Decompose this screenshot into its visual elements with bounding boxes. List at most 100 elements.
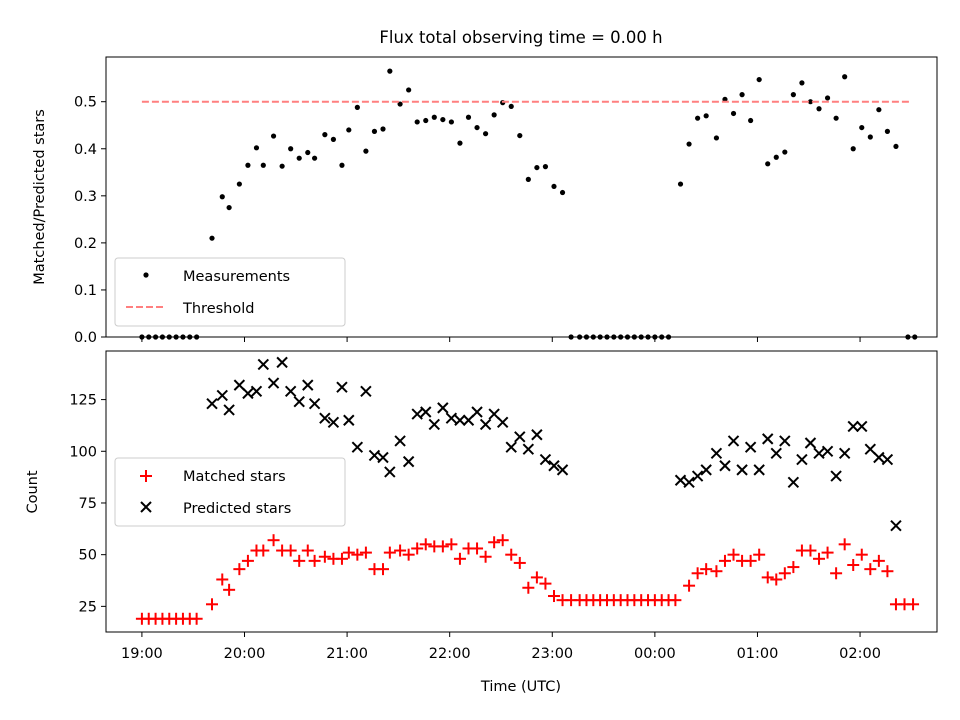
matched-stars-point [539, 577, 552, 590]
predicted-stars-point [216, 389, 228, 402]
measurements-point [799, 80, 805, 86]
bottom-x-ticks: 19:00 20:00 21:00 22:00 23:00 00:00 01:00 02:00 [121, 632, 881, 662]
predicted-stars-point [804, 437, 817, 449]
matched-stars-point [522, 581, 535, 594]
predicted-stars-point [770, 447, 782, 460]
legend-matched-marker [140, 470, 152, 482]
measurements-point [312, 155, 318, 161]
measurements-point [423, 117, 429, 124]
measurements-point [219, 194, 225, 200]
matched-stars-point [402, 548, 415, 561]
matched-stars-point [301, 544, 314, 557]
measurements-point [371, 128, 378, 134]
predicted-stars-point [293, 395, 305, 408]
measurements-point [491, 112, 497, 118]
matched-stars-point [479, 550, 492, 563]
legend-threshold-label: Threshold [182, 301, 254, 317]
matched-stars-point [847, 559, 860, 572]
matched-stars-point [335, 552, 348, 565]
measurements-point [346, 127, 352, 133]
bottom-x-tick-label: 23:00 [531, 646, 573, 662]
top-y-tick-label: 0.3 [74, 189, 97, 205]
top-legend-box [114, 257, 346, 327]
matched-stars-point [718, 554, 731, 567]
measurements-point [209, 235, 215, 241]
predicted-stars-point [821, 445, 834, 457]
measurements-point [330, 136, 337, 142]
matched-stars-point [855, 548, 868, 561]
measurements-point [551, 183, 557, 190]
predicted-stars-point [402, 455, 415, 468]
matched-stars-point [206, 598, 219, 611]
matched-stars-point [377, 563, 389, 576]
measurements-point [816, 106, 822, 112]
bottom-y-axis-label: Count [25, 470, 41, 513]
predicted-stars-point [368, 449, 381, 462]
matched-stars-point [419, 538, 432, 551]
measurements-point [431, 114, 437, 120]
predicted-stars-point [343, 414, 355, 426]
matched-stars-point [496, 534, 509, 547]
predicted-stars-point [753, 464, 765, 476]
measurements-point [465, 114, 472, 120]
matched-stars-point [436, 540, 449, 553]
matched-stars-point [787, 561, 800, 574]
predicted-stars-point [847, 420, 859, 433]
matched-stars-point [284, 544, 297, 557]
matched-stars-point [547, 590, 560, 603]
predicted-stars-point [719, 460, 731, 472]
bottom-x-tick-label: 20:00 [224, 646, 266, 662]
predicted-stars-point [471, 406, 483, 418]
measurements-point [322, 132, 328, 138]
predicted-stars-point [683, 476, 695, 489]
matched-stars-point [351, 548, 364, 561]
bottom-y-ticks: 25 50 75 100 125 [69, 393, 106, 615]
legend-measurements-marker [143, 272, 149, 278]
matched-stars-point [241, 554, 254, 567]
measurements-point [363, 148, 369, 154]
top-y-ticks: 0.0 0.1 0.2 0.3 0.4 0.5 [74, 95, 106, 346]
predicted-stars-point [302, 379, 314, 391]
matched-stars-point [471, 542, 484, 555]
measurements-point [397, 101, 403, 107]
predicted-stars-point [736, 464, 748, 476]
measurements-point [534, 164, 540, 171]
top-x-ticks [141, 337, 861, 342]
measurements-point [288, 146, 294, 152]
predicted-stars-point [257, 358, 270, 371]
bottom-panel: 19:00 20:00 21:00 22:00 23:00 00:00 01:00 02:00… [25, 350, 938, 695]
measurements-point [703, 113, 709, 119]
measurements-point [842, 74, 848, 80]
measurements-point [730, 110, 737, 117]
measurements-point [406, 87, 412, 93]
measurements-point [387, 68, 393, 74]
predicted-stars-point [377, 451, 389, 464]
matched-stars-point [216, 573, 229, 586]
measurements-point [790, 92, 796, 98]
measurements-point [305, 149, 311, 156]
measurements-point [677, 181, 684, 187]
predicted-stars-point [360, 385, 372, 398]
matched-stars-point [669, 594, 682, 607]
measurements-point [236, 181, 242, 187]
predicted-stars-point [514, 431, 526, 443]
predicted-stars-point [242, 387, 254, 400]
predicted-stars-point [787, 476, 800, 489]
measurements-point [893, 143, 899, 150]
predicted-stars-point [779, 435, 791, 447]
predicted-stars-point [479, 418, 492, 431]
predicted-stars-point [327, 416, 340, 429]
matched-stars-point [293, 554, 306, 567]
matched-stars-point [778, 567, 791, 580]
measurements-point [782, 149, 788, 155]
predicted-stars-point [308, 398, 321, 410]
measurements-point [859, 124, 865, 131]
matched-stars-point [445, 538, 458, 551]
matched-stars-point [700, 563, 713, 576]
measurements-point [686, 141, 692, 147]
predicted-stars-point [691, 470, 704, 482]
predicted-stars-point [838, 447, 851, 460]
matched-stars-point [727, 548, 740, 561]
measurements-point [807, 99, 814, 105]
